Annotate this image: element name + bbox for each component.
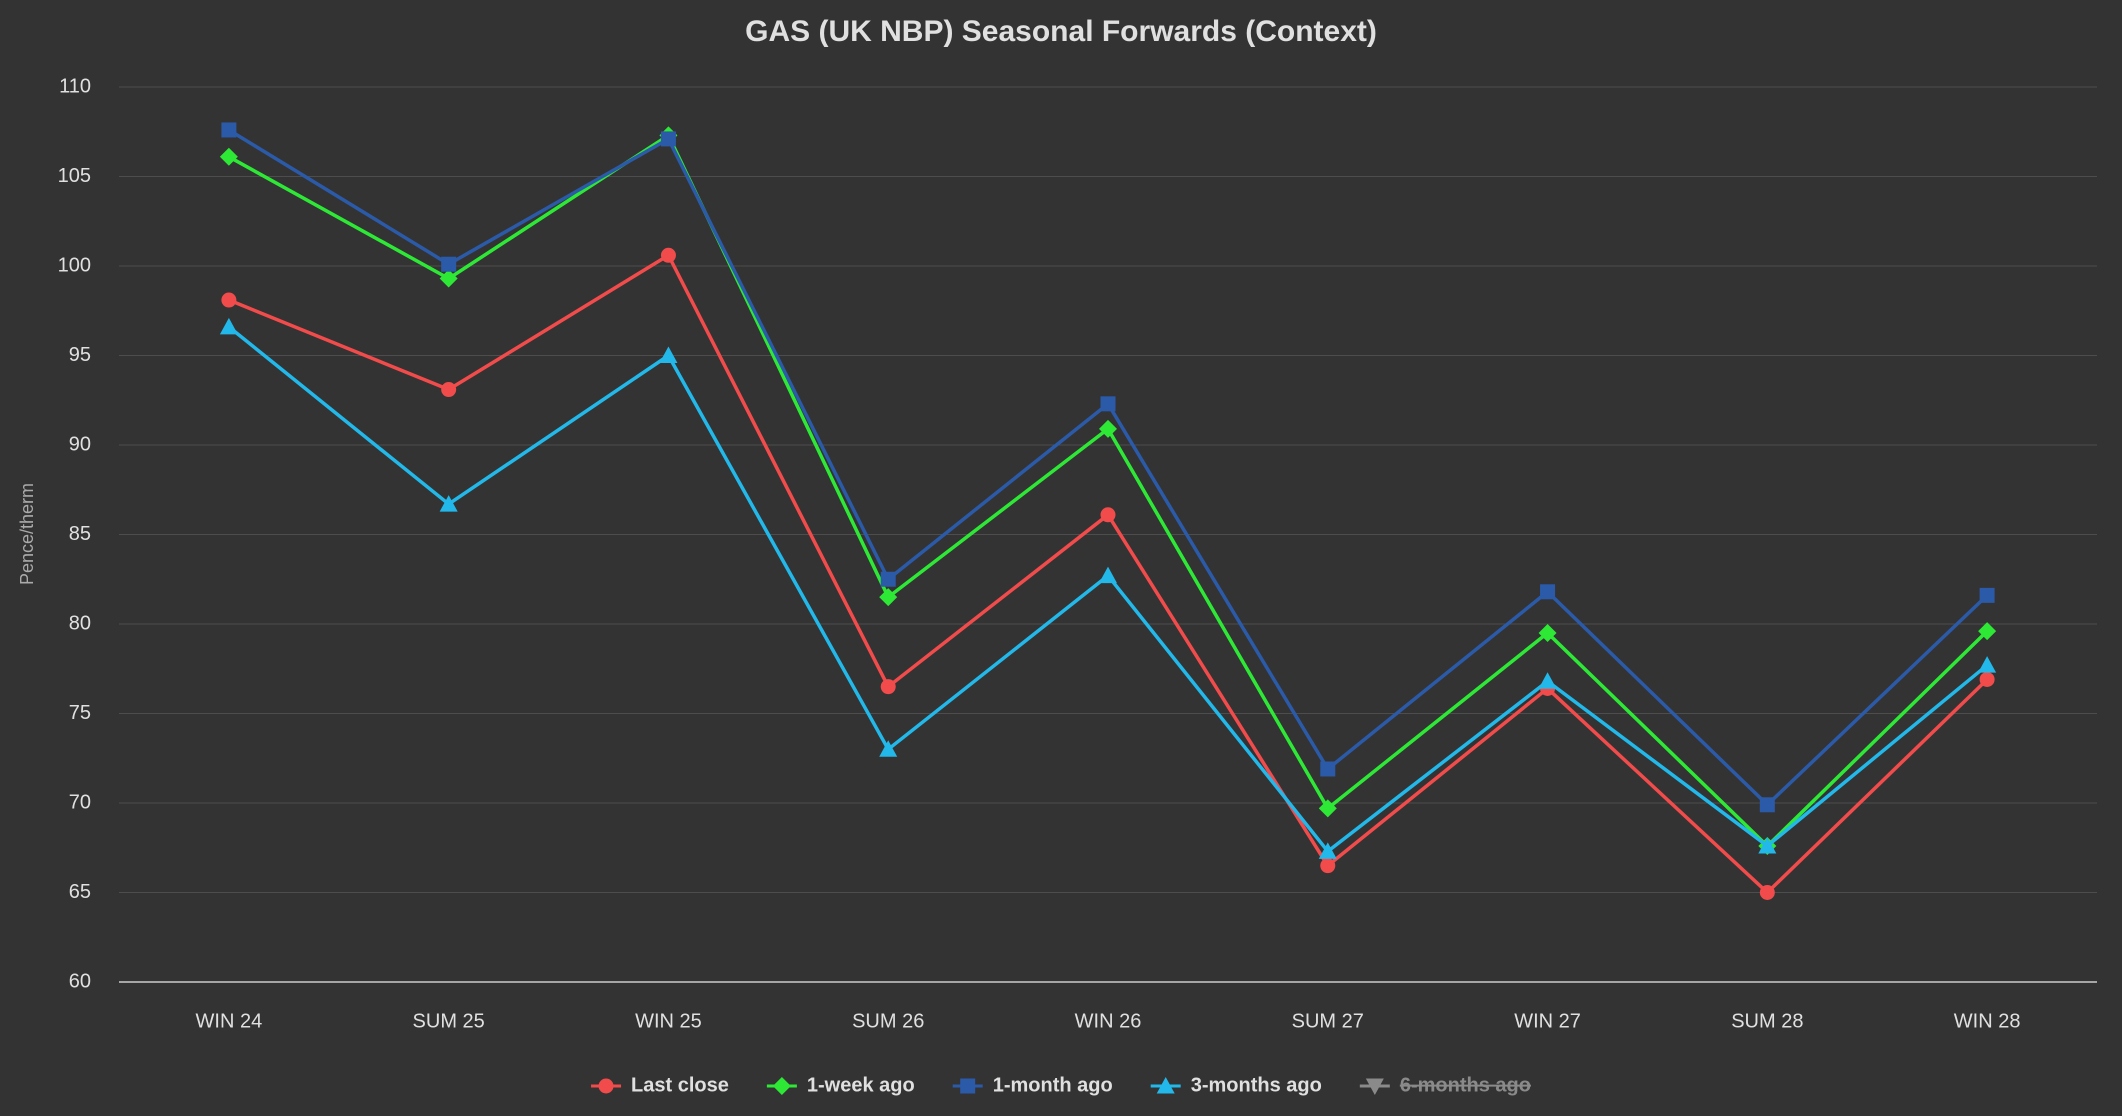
legend-label: 3-months ago: [1191, 1074, 1322, 1096]
marker: [221, 292, 237, 308]
legend-item[interactable]: 1-month ago: [952, 1074, 1113, 1096]
legend-label: 1-week ago: [807, 1074, 915, 1096]
marker: [1979, 671, 1995, 687]
x-tick-label: WIN 28: [1954, 1010, 2021, 1032]
marker: [1759, 885, 1775, 900]
marker: [1156, 1077, 1175, 1094]
marker: [1365, 1078, 1384, 1095]
y-tick-label: 80: [69, 612, 91, 634]
y-tick-label: 85: [69, 523, 91, 545]
marker: [1759, 797, 1775, 813]
marker: [879, 588, 898, 607]
y-tick-label: 90: [69, 433, 91, 455]
marker: [1540, 584, 1556, 600]
marker: [660, 247, 676, 263]
y-tick-label: 65: [69, 881, 91, 903]
y-tick-label: 75: [69, 702, 91, 724]
marker: [1099, 566, 1117, 584]
x-tick-label: WIN 25: [635, 1010, 702, 1032]
marker: [1100, 396, 1116, 412]
marker: [660, 131, 676, 147]
chart-title: GAS (UK NBP) Seasonal Forwards (Context): [745, 15, 1377, 48]
series-line: [227, 128, 1989, 807]
x-tick-label: SUM 28: [1731, 1010, 1803, 1032]
y-tick-label: 60: [69, 970, 91, 992]
marker: [1100, 507, 1116, 523]
marker: [439, 495, 458, 512]
legend-label: 1-month ago: [993, 1074, 1113, 1096]
marker: [880, 571, 896, 587]
x-tick-label: WIN 27: [1514, 1010, 1581, 1032]
marker: [1538, 623, 1557, 642]
marker: [598, 1078, 614, 1094]
marker: [659, 346, 678, 363]
marker: [221, 122, 237, 138]
marker: [879, 740, 898, 757]
marker: [1320, 761, 1336, 777]
legend-label: Last close: [631, 1074, 729, 1096]
legend-item[interactable]: 1-week ago: [766, 1074, 915, 1096]
marker: [1318, 842, 1337, 859]
marker: [439, 269, 458, 288]
legend-item[interactable]: 6-months ago: [1359, 1074, 1531, 1096]
marker: [772, 1077, 791, 1095]
x-tick-label: WIN 26: [1075, 1010, 1142, 1032]
marker: [960, 1078, 976, 1094]
x-tick-label: SUM 26: [852, 1010, 924, 1032]
marker: [880, 679, 896, 695]
marker: [219, 147, 238, 166]
series-line: [228, 133, 1989, 848]
legend-item[interactable]: 3-months ago: [1150, 1074, 1322, 1096]
marker: [441, 382, 457, 398]
marker: [219, 317, 238, 335]
marker: [1538, 672, 1557, 689]
y-tick-label: 105: [58, 165, 91, 187]
legend-item[interactable]: Last close: [591, 1074, 729, 1096]
marker: [1758, 836, 1777, 854]
marker: [1979, 587, 1995, 603]
legend-label: 6-months ago: [1400, 1074, 1531, 1096]
marker: [1978, 656, 1997, 673]
y-tick-label: 100: [58, 254, 91, 276]
marker: [1318, 799, 1337, 818]
y-tick-label: 95: [69, 344, 91, 366]
marker: [1320, 858, 1336, 874]
y-tick-label: 70: [69, 791, 91, 813]
y-axis-title: Pence/therm: [17, 483, 37, 585]
marker: [441, 256, 457, 272]
marker: [1099, 419, 1117, 438]
x-tick-label: SUM 25: [413, 1010, 485, 1032]
x-tick-label: WIN 24: [196, 1010, 263, 1032]
marker: [1978, 622, 1997, 641]
y-tick-label: 110: [59, 75, 91, 97]
x-tick-label: SUM 27: [1292, 1010, 1364, 1032]
